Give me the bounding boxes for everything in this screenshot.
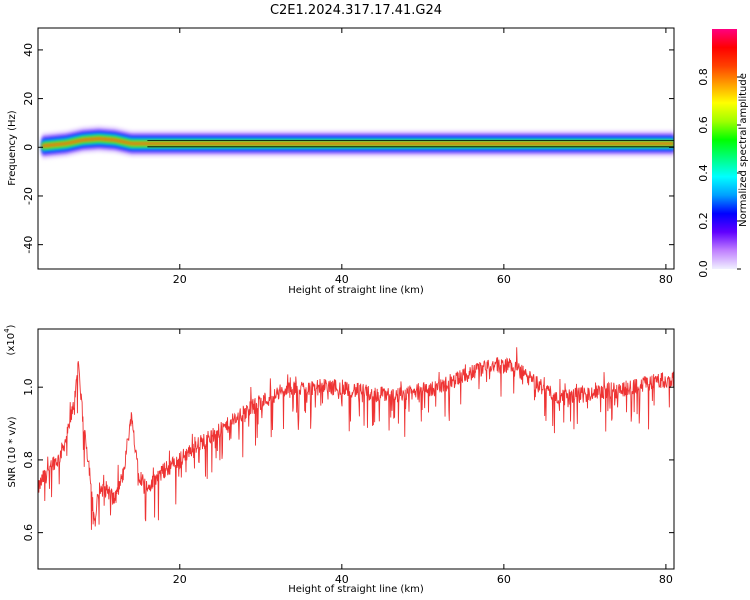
spectrogram-x-tick-label: 20 [173, 273, 187, 286]
chart-title: C2E1.2024.317.17.41.G24 [270, 3, 442, 18]
snr-y-scale-exponent: 4 [3, 328, 11, 333]
colorbar-tick-label: 0.2 [697, 212, 710, 230]
snr-x-tick-label: 20 [173, 573, 187, 586]
snr-y-tick-label: 0.6 [22, 524, 35, 542]
colorbar-gradient [712, 29, 737, 269]
spectrogram-x-tick-label: 60 [497, 273, 511, 286]
colorbar-tick-label: 0.0 [697, 260, 710, 278]
spectrogram-ridge [42, 125, 674, 160]
spectrogram-y-tick-label: -20 [22, 187, 35, 205]
spectrogram-y-tick-label: -40 [22, 236, 35, 254]
spectrogram-y-tick-label: 40 [22, 43, 35, 57]
snr-y-tick-label: 0.8 [22, 451, 35, 469]
snr-x-tick-label: 60 [497, 573, 511, 586]
spectrogram-x-label: Height of straight line (km) [288, 285, 424, 296]
snr-x-label: Height of straight line (km) [288, 584, 424, 595]
spectrogram-y-tick-label: 20 [22, 92, 35, 106]
spectrogram-panel: 20 40 60 80 -40 -20 0 20 40 Height of straight … [7, 27, 675, 296]
spectrogram-frame [37, 27, 675, 270]
colorbar-label: Normalized spectral amplitude [738, 73, 749, 227]
svg-text:(x104): (x104) [3, 324, 17, 355]
colorbar: 0.0 0.2 0.4 0.6 0.8 Normalized spectral ampl… [697, 29, 749, 278]
snr-y-label: SNR (10 * v/v) [7, 416, 18, 487]
colorbar-ticks: 0.0 0.2 0.4 0.6 0.8 [697, 68, 741, 278]
snr-y-scale-label: (x10 [6, 333, 17, 356]
spectrogram-x-tick-label: 40 [335, 273, 349, 286]
snr-y-axis: 0.6 0.8 1.0 [22, 378, 674, 541]
spectrogram-y-axis: -40 -20 0 20 40 [22, 43, 674, 254]
snr-y-tick-label: 1.0 [22, 378, 35, 396]
spectrogram-y-label: Frequency (Hz) [7, 110, 18, 186]
spectrogram-band-6 [42, 137, 674, 148]
snr-series-line [38, 347, 674, 530]
colorbar-tick-label: 0.8 [697, 68, 710, 86]
snr-x-tick-label: 80 [659, 573, 673, 586]
colorbar-tick-label: 0.6 [697, 116, 710, 134]
snr-x-axis: 20 40 60 80 [173, 329, 673, 586]
snr-panel: 20 40 60 80 0.6 0.8 1.0 Height of straight li… [3, 324, 675, 595]
snr-frame [37, 328, 675, 570]
spectrogram-y-tick-label: 0 [22, 144, 35, 151]
spectrogram-x-axis: 20 40 60 80 [173, 28, 673, 286]
snr-x-tick-label: 40 [335, 573, 349, 586]
colorbar-tick-label: 0.4 [697, 164, 710, 182]
spectrogram-x-tick-label: 80 [659, 273, 673, 286]
snr-y-scale: (x104) [3, 324, 17, 355]
